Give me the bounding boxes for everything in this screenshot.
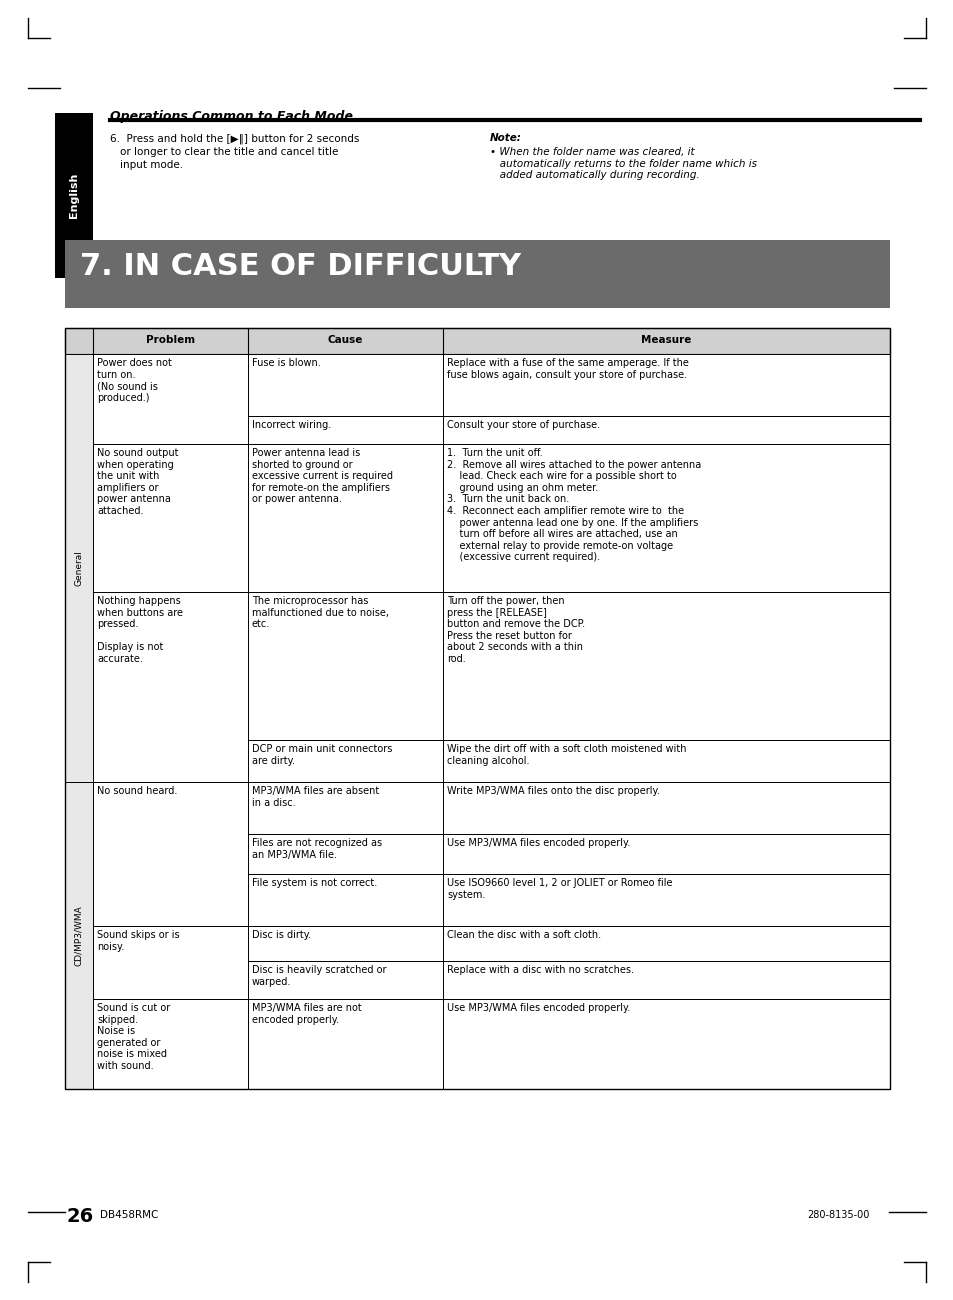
Text: Fuse is blown.: Fuse is blown. <box>252 358 320 368</box>
Text: Use ISO9660 level 1, 2 or JOLIET or Romeo file
system.: Use ISO9660 level 1, 2 or JOLIET or Rome… <box>447 878 672 900</box>
Text: Consult your store of purchase.: Consult your store of purchase. <box>447 420 599 430</box>
Bar <box>442 998 889 1089</box>
Text: Power does not
turn on.
(No sound is
produced.): Power does not turn on. (No sound is pro… <box>97 358 172 403</box>
Bar <box>442 783 889 835</box>
Text: Note:: Note: <box>490 133 521 143</box>
Bar <box>92 354 248 445</box>
Bar <box>65 328 889 1089</box>
Text: Replace with a disc with no scratches.: Replace with a disc with no scratches. <box>447 965 634 975</box>
Text: Use MP3/WMA files encoded properly.: Use MP3/WMA files encoded properly. <box>447 1004 630 1013</box>
Bar <box>248 998 442 1089</box>
Text: Incorrect wiring.: Incorrect wiring. <box>252 420 331 430</box>
Bar <box>248 416 442 445</box>
Bar <box>442 835 889 874</box>
Bar <box>442 874 889 926</box>
Text: 7. IN CASE OF DIFFICULTY: 7. IN CASE OF DIFFICULTY <box>80 252 520 281</box>
Text: General: General <box>74 550 84 586</box>
Text: DB458RMC: DB458RMC <box>100 1210 158 1219</box>
Bar <box>442 961 889 998</box>
Text: File system is not correct.: File system is not correct. <box>252 878 376 888</box>
Text: Cause: Cause <box>328 335 363 345</box>
Text: Sound is cut or
skipped.
Noise is
generated or
noise is mixed
with sound.: Sound is cut or skipped. Noise is genera… <box>97 1004 170 1071</box>
Text: input mode.: input mode. <box>120 160 183 170</box>
Text: Replace with a fuse of the same amperage. If the
fuse blows again, consult your : Replace with a fuse of the same amperage… <box>447 358 688 380</box>
Text: The microprocessor has
malfunctioned due to noise,
etc.: The microprocessor has malfunctioned due… <box>252 595 389 629</box>
Bar <box>92 783 248 926</box>
Bar <box>55 113 92 278</box>
Bar <box>92 445 248 592</box>
Text: Disc is dirty.: Disc is dirty. <box>252 930 311 940</box>
Bar <box>442 592 889 740</box>
Text: Wipe the dirt off with a soft cloth moistened with
cleaning alcohol.: Wipe the dirt off with a soft cloth mois… <box>447 744 686 766</box>
Text: Files are not recognized as
an MP3/WMA file.: Files are not recognized as an MP3/WMA f… <box>252 838 382 859</box>
Text: • When the folder name was cleared, it
   automatically returns to the folder na: • When the folder name was cleared, it a… <box>490 147 757 181</box>
Text: Sound skips or is
noisy.: Sound skips or is noisy. <box>97 930 179 952</box>
Text: Problem: Problem <box>146 335 194 345</box>
Bar <box>248 592 442 740</box>
Bar <box>248 445 442 592</box>
Text: DCP or main unit connectors
are dirty.: DCP or main unit connectors are dirty. <box>252 744 392 766</box>
Bar <box>248 783 442 835</box>
Text: Clean the disc with a soft cloth.: Clean the disc with a soft cloth. <box>447 930 600 940</box>
Text: English: English <box>69 173 79 218</box>
Text: MP3/WMA files are absent
in a disc.: MP3/WMA files are absent in a disc. <box>252 786 379 807</box>
Text: Turn off the power, then
press the [RELEASE]
button and remove the DCP.
Press th: Turn off the power, then press the [RELE… <box>447 595 584 664</box>
Text: No sound heard.: No sound heard. <box>97 786 177 796</box>
Bar <box>248 926 442 961</box>
Text: Power antenna lead is
shorted to ground or
excessive current is required
for rem: Power antenna lead is shorted to ground … <box>252 448 393 504</box>
Bar <box>442 926 889 961</box>
Text: 26: 26 <box>67 1206 94 1226</box>
Bar <box>92 998 248 1089</box>
Bar <box>65 240 889 308</box>
Bar <box>65 328 889 354</box>
Bar <box>248 835 442 874</box>
Text: Disc is heavily scratched or
warped.: Disc is heavily scratched or warped. <box>252 965 386 987</box>
Text: CD/MP3/WMA: CD/MP3/WMA <box>74 905 84 966</box>
Text: Use MP3/WMA files encoded properly.: Use MP3/WMA files encoded properly. <box>447 838 630 848</box>
Bar <box>248 354 442 416</box>
Bar <box>65 783 92 1089</box>
Bar <box>65 354 92 783</box>
Bar <box>442 740 889 783</box>
Text: 1.  Turn the unit off.
2.  Remove all wires attached to the power antenna
    le: 1. Turn the unit off. 2. Remove all wire… <box>447 448 700 563</box>
Text: No sound output
when operating
the unit with
amplifiers or
power antenna
attache: No sound output when operating the unit … <box>97 448 178 516</box>
Text: or longer to clear the title and cancel title: or longer to clear the title and cancel … <box>120 147 338 157</box>
Text: Operations Common to Each Mode: Operations Common to Each Mode <box>110 111 353 124</box>
Bar <box>248 740 442 783</box>
Bar <box>92 926 248 998</box>
Bar <box>248 874 442 926</box>
Bar <box>442 445 889 592</box>
Text: Write MP3/WMA files onto the disc properly.: Write MP3/WMA files onto the disc proper… <box>447 786 659 796</box>
Bar <box>442 416 889 445</box>
Text: 6.  Press and hold the [▶‖] button for 2 seconds: 6. Press and hold the [▶‖] button for 2 … <box>110 133 359 143</box>
Text: Nothing happens
when buttons are
pressed.

Display is not
accurate.: Nothing happens when buttons are pressed… <box>97 595 183 664</box>
Bar <box>442 354 889 416</box>
Bar <box>92 592 248 783</box>
Text: Measure: Measure <box>640 335 691 345</box>
Text: MP3/WMA files are not
encoded properly.: MP3/WMA files are not encoded properly. <box>252 1004 361 1024</box>
Text: 280-8135-00: 280-8135-00 <box>807 1210 869 1219</box>
Bar <box>248 961 442 998</box>
